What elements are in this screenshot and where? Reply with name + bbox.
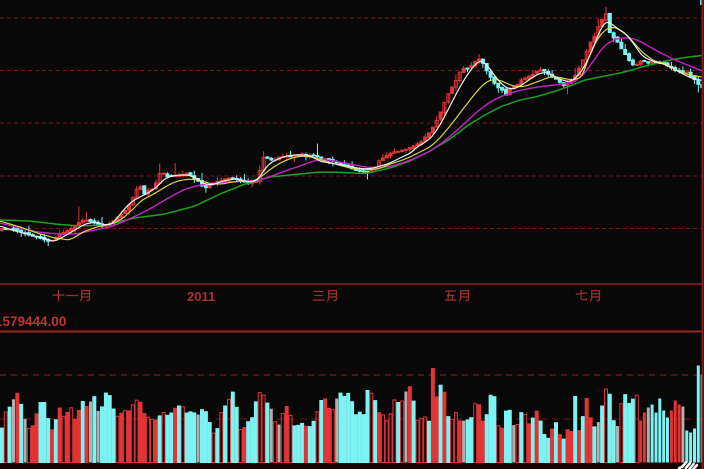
svg-text:1579444.00: 1579444.00 [0,314,66,329]
svg-text:2011: 2011 [187,289,215,304]
